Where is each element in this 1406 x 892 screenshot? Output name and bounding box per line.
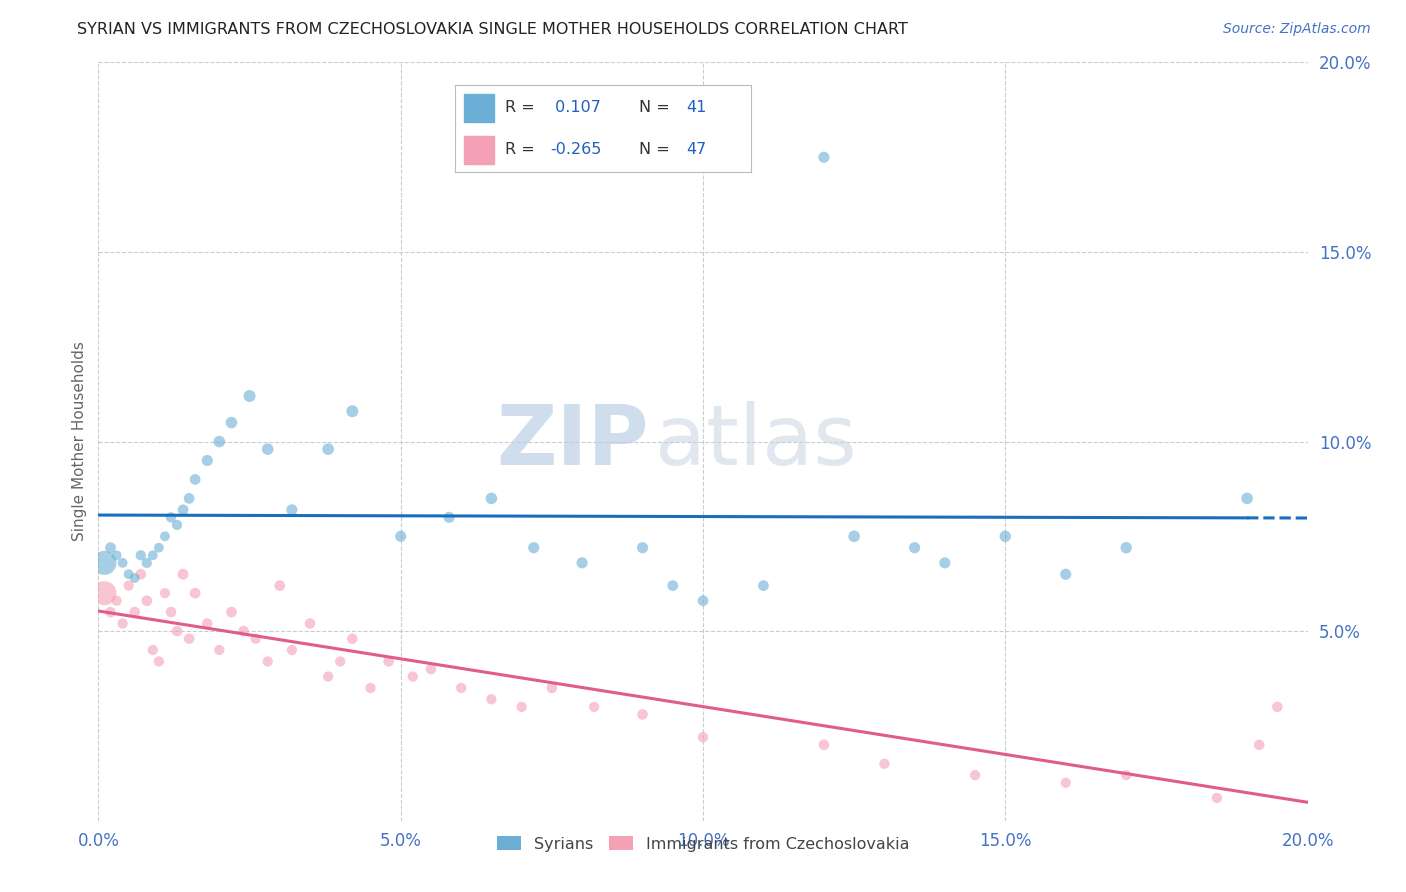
Point: [135, 556, 157, 570]
Point: [402, 669, 425, 684]
Point: [904, 541, 927, 555]
Point: [93, 586, 115, 600]
Point: [232, 624, 254, 639]
Point: [631, 707, 654, 722]
Point: [316, 442, 339, 457]
Point: [1249, 738, 1271, 752]
Point: [148, 655, 170, 669]
Text: ZIP: ZIP: [496, 401, 648, 482]
Point: [692, 594, 714, 608]
Point: [965, 768, 987, 782]
Point: [844, 529, 866, 543]
Point: [148, 541, 170, 555]
Point: [873, 756, 896, 771]
Point: [124, 605, 146, 619]
Point: [813, 738, 835, 752]
Point: [342, 632, 364, 646]
Point: [256, 655, 278, 669]
Point: [142, 643, 165, 657]
Point: [195, 616, 218, 631]
Point: [1054, 776, 1077, 790]
Point: [450, 681, 472, 695]
Point: [100, 541, 122, 555]
Point: [1115, 768, 1137, 782]
Point: [692, 730, 714, 744]
Point: [172, 503, 194, 517]
Point: [111, 556, 134, 570]
Point: [179, 632, 201, 646]
Point: [661, 579, 683, 593]
Point: [583, 699, 606, 714]
Point: [540, 681, 562, 695]
Point: [208, 643, 231, 657]
Point: [329, 655, 352, 669]
Point: [184, 473, 207, 487]
Point: [172, 567, 194, 582]
Text: Source: ZipAtlas.com: Source: ZipAtlas.com: [1223, 22, 1371, 37]
Point: [129, 548, 152, 563]
Point: [571, 556, 593, 570]
Point: [239, 389, 262, 403]
Point: [105, 548, 128, 563]
Point: [208, 434, 231, 449]
Point: [135, 594, 157, 608]
Point: [184, 586, 207, 600]
Point: [105, 594, 128, 608]
Point: [221, 416, 243, 430]
Point: [481, 692, 503, 706]
Point: [1054, 567, 1077, 582]
Point: [281, 503, 304, 517]
Point: [256, 442, 278, 457]
Point: [93, 556, 115, 570]
Point: [420, 662, 443, 676]
Point: [129, 567, 152, 582]
Point: [360, 681, 382, 695]
Point: [153, 586, 176, 600]
Point: [111, 616, 134, 631]
Point: [342, 404, 364, 418]
Point: [166, 624, 188, 639]
Point: [118, 567, 141, 582]
Point: [994, 529, 1017, 543]
Point: [221, 605, 243, 619]
Point: [160, 510, 183, 524]
Point: [245, 632, 267, 646]
Point: [160, 605, 183, 619]
Text: atlas: atlas: [655, 401, 856, 482]
Point: [813, 150, 835, 164]
Point: [281, 643, 304, 657]
Point: [100, 605, 122, 619]
Point: [1206, 791, 1229, 805]
Point: [153, 529, 176, 543]
Legend: Syrians, Immigrants from Czechoslovakia: Syrians, Immigrants from Czechoslovakia: [491, 830, 915, 858]
Point: [437, 510, 460, 524]
Point: [510, 699, 533, 714]
Point: [1115, 541, 1137, 555]
Text: SYRIAN VS IMMIGRANTS FROM CZECHOSLOVAKIA SINGLE MOTHER HOUSEHOLDS CORRELATION CH: SYRIAN VS IMMIGRANTS FROM CZECHOSLOVAKIA…: [77, 22, 908, 37]
Point: [269, 579, 291, 593]
Point: [316, 669, 339, 684]
Point: [179, 491, 201, 506]
Point: [1236, 491, 1258, 506]
Y-axis label: Single Mother Households: Single Mother Households: [72, 342, 87, 541]
Point: [142, 548, 165, 563]
Point: [1267, 699, 1289, 714]
Point: [934, 556, 956, 570]
Point: [481, 491, 503, 506]
Point: [118, 579, 141, 593]
Point: [752, 579, 775, 593]
Point: [389, 529, 412, 543]
Point: [523, 541, 546, 555]
Point: [166, 517, 188, 532]
Point: [631, 541, 654, 555]
Point: [299, 616, 322, 631]
Point: [377, 655, 399, 669]
Point: [124, 571, 146, 585]
Point: [195, 453, 218, 467]
